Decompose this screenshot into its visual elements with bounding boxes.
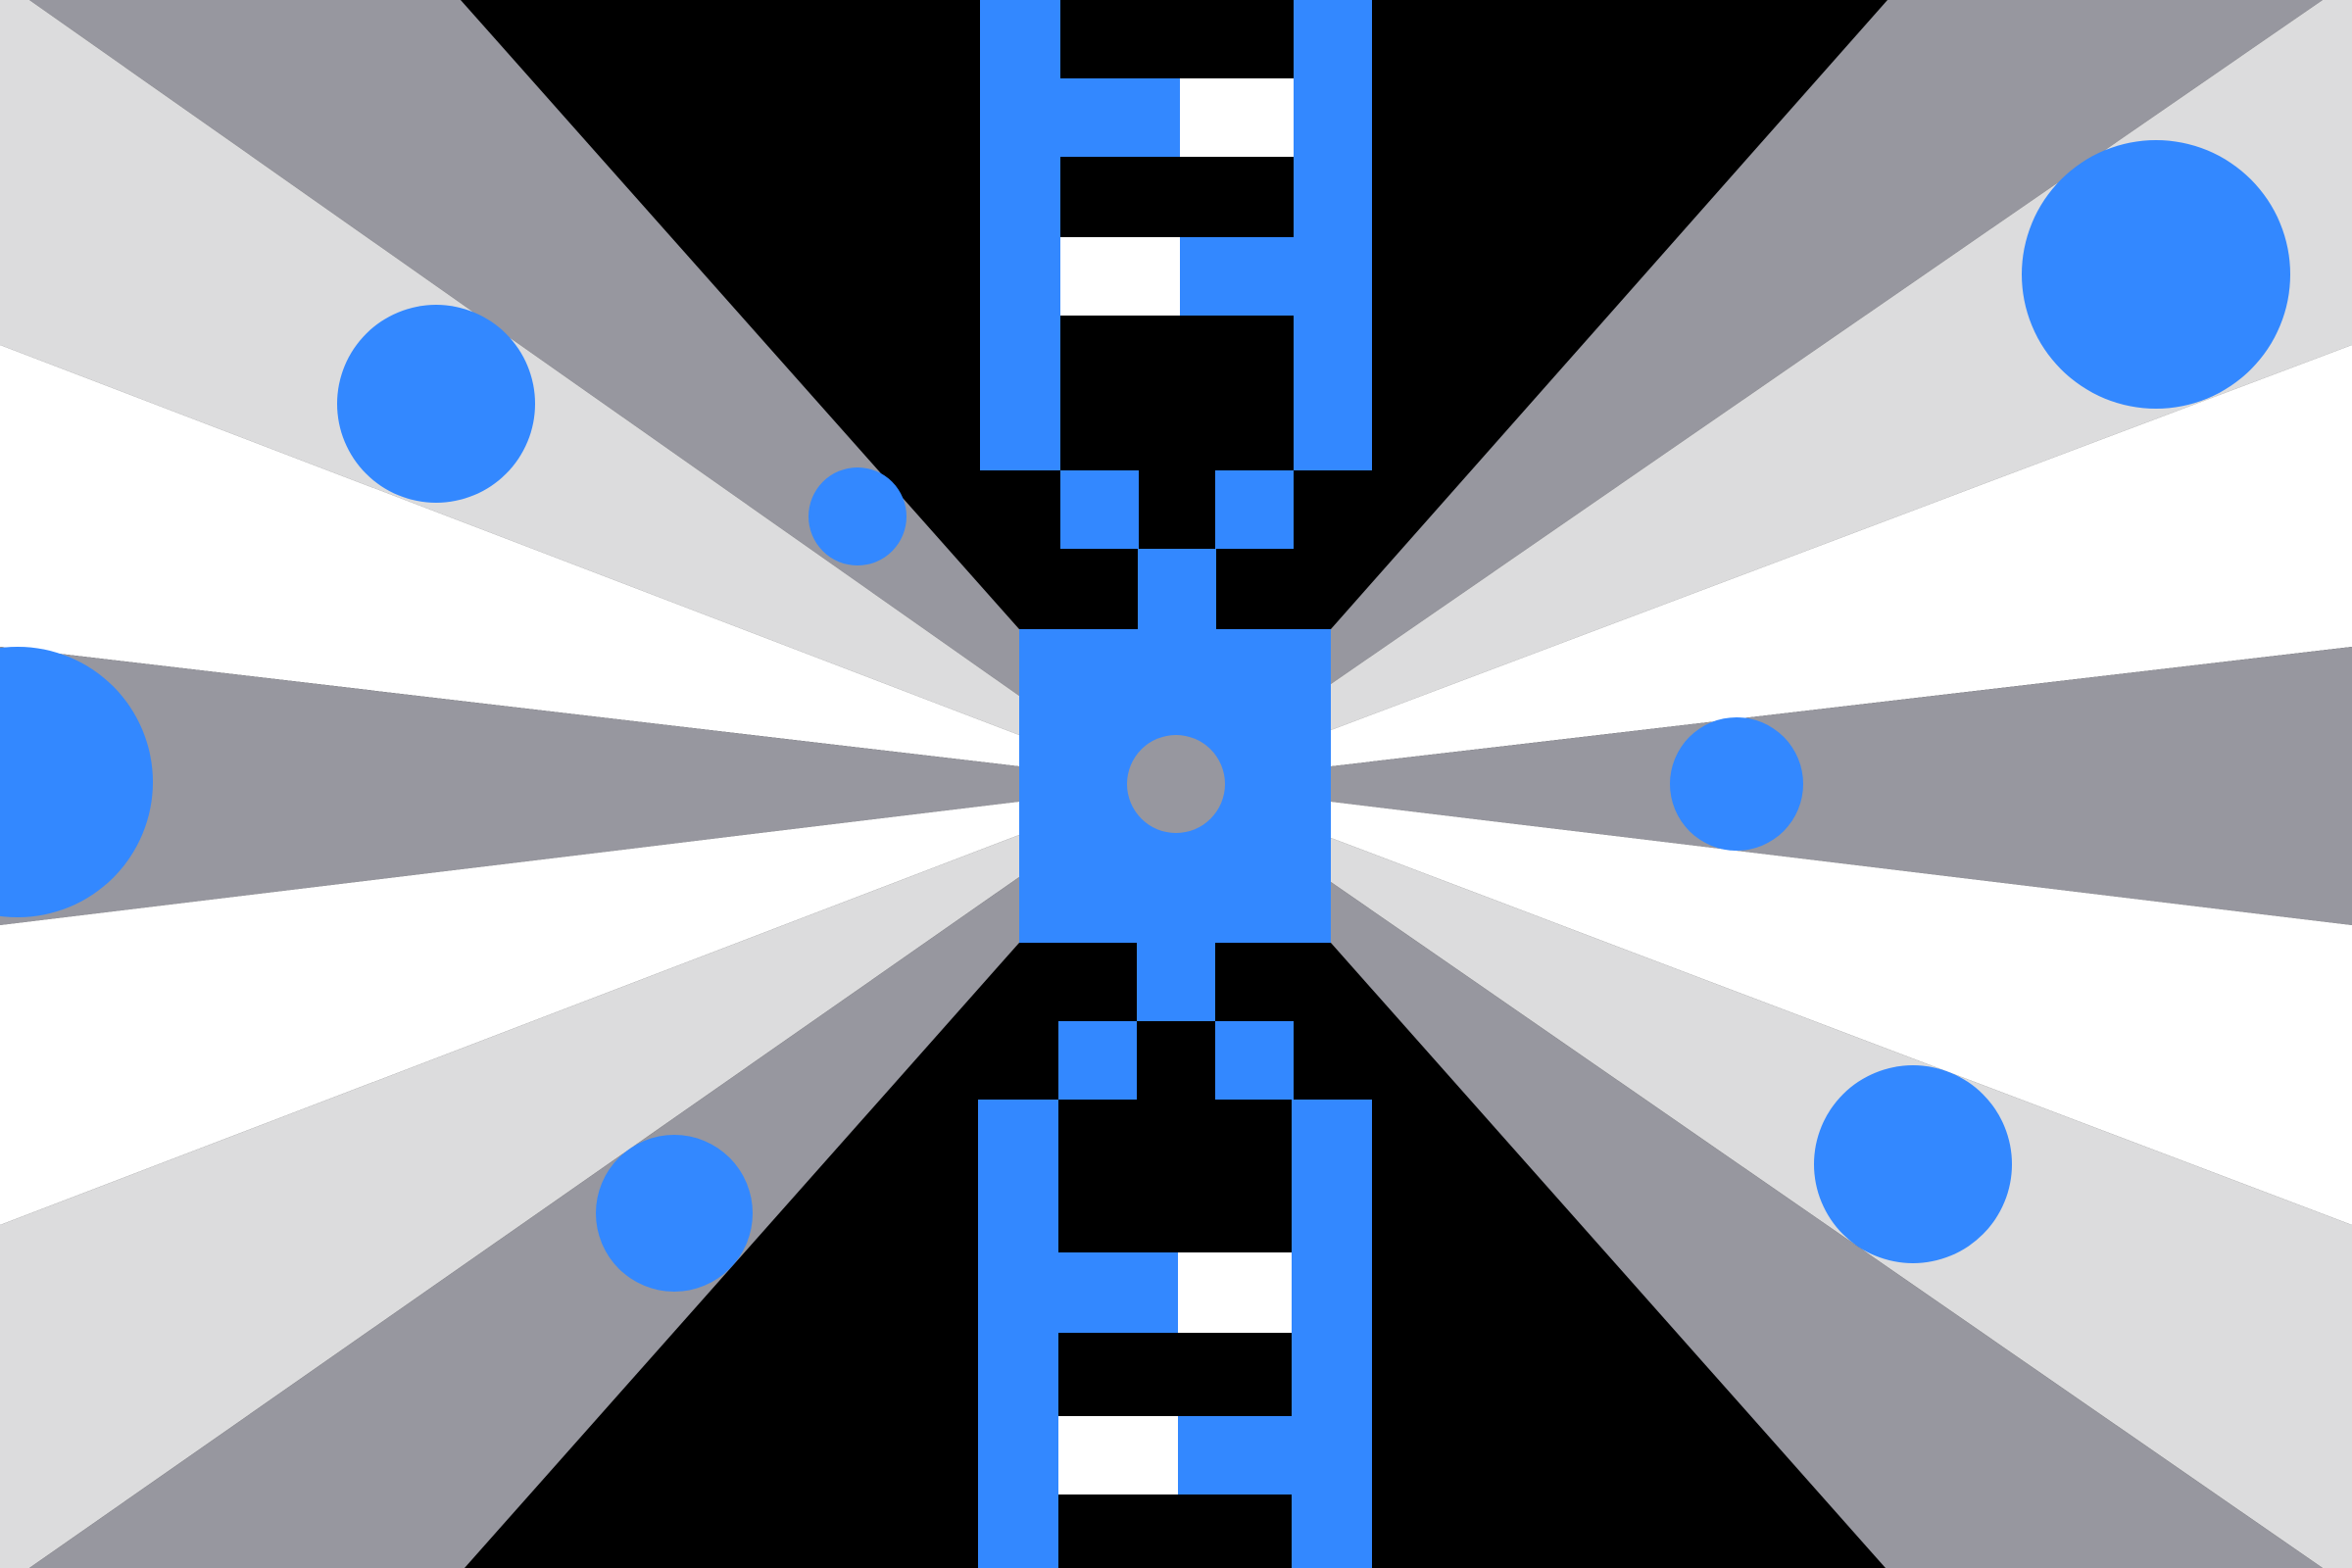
bottom-ladder-left-rail <box>978 1100 1058 1568</box>
top-checker-center <box>1138 549 1216 629</box>
top-ladder-right-rail <box>1294 0 1372 470</box>
top-ladder-rung-1-white <box>1180 78 1294 157</box>
ray-left-bottom-light <box>0 835 1019 1568</box>
bottom-checker-left <box>1058 1021 1137 1100</box>
top-ladder-rung-2-blue <box>1180 237 1294 316</box>
bottom-ladder-inner-dark <box>1058 1100 1294 1568</box>
top-ladder-rung-2-white <box>1060 237 1180 316</box>
circle-upper-left <box>337 305 535 503</box>
bottom-ladder-rung-1-white <box>1178 1252 1292 1333</box>
ray-left-bottom-white <box>0 802 1019 1225</box>
top-ladder-left-rail <box>980 0 1060 470</box>
bottom-ladder-rung-2-blue <box>1178 1416 1292 1494</box>
ray-left-center-dark <box>0 647 1019 925</box>
top-ladder-inner-dark <box>1060 0 1294 470</box>
top-ladder-rung-1-blue <box>1060 78 1180 157</box>
bottom-ladder-rung-2-white <box>1058 1416 1178 1494</box>
circle-lower-left <box>596 1135 753 1292</box>
center-hub-dot <box>1127 735 1225 833</box>
top-ladder <box>980 0 1372 470</box>
bottom-checker-connector <box>1058 943 1294 1100</box>
circle-lower-right <box>1814 1065 2012 1263</box>
top-checker-left <box>1060 470 1139 549</box>
bottom-ladder <box>978 1100 1372 1568</box>
circle-upper-left-small <box>808 467 906 565</box>
center-hub <box>1019 629 1331 943</box>
bottom-ladder-rung-1-blue <box>1058 1252 1178 1333</box>
bottom-ladder-right-rail <box>1292 1100 1372 1568</box>
top-checker-right <box>1215 470 1294 549</box>
ray-left-top-white <box>0 345 1019 766</box>
top-checker-connector <box>1060 470 1294 629</box>
ray-right-top-white <box>1331 345 2352 766</box>
circle-right-middle <box>1670 717 1803 851</box>
bottom-checker-center <box>1137 943 1215 1021</box>
circle-top-right-large <box>2022 140 2290 409</box>
ray-left-bottom-dark <box>29 877 1019 1568</box>
ray-right-bottom-dark <box>1331 882 2323 1568</box>
ray-right-bottom-white <box>1331 802 2352 1225</box>
bottom-checker-right <box>1215 1021 1294 1100</box>
floating-circles <box>0 140 2290 1292</box>
circle-left-edge <box>0 647 153 917</box>
ray-right-center-dark <box>1331 647 2352 925</box>
